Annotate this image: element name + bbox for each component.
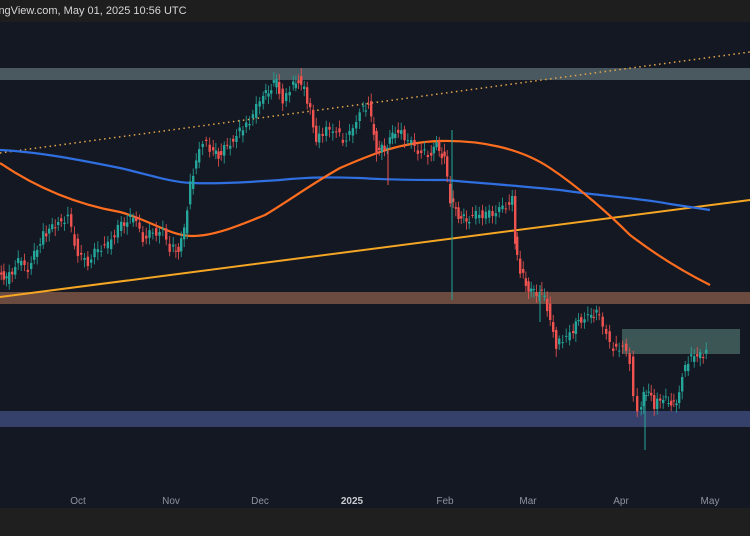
x-tick-dec: Dec [251, 496, 269, 507]
price-chart[interactable]: Oct Nov Dec 2025 Feb Mar Apr May [0, 22, 750, 508]
zone-supply [622, 329, 740, 354]
x-tick-mar: Mar [519, 496, 537, 507]
fast-moving-average [0, 139, 711, 286]
footer-bar [0, 508, 750, 536]
dotted-trendline [0, 51, 750, 154]
x-tick-nov: Nov [162, 496, 180, 507]
x-tick-2025: 2025 [341, 496, 364, 507]
slow-moving-average [0, 148, 711, 212]
candlesticks [0, 68, 708, 450]
ascending-trendline [0, 199, 750, 298]
x-tick-may: May [701, 496, 720, 507]
zone-mid-support [0, 292, 750, 304]
x-axis: Oct Nov Dec 2025 Feb Mar Apr May [70, 496, 719, 507]
zone-upper-resistance [0, 68, 750, 80]
x-tick-oct: Oct [70, 496, 86, 507]
x-tick-apr: Apr [613, 496, 629, 507]
chart-header: ingView.com, May 01, 2025 10:56 UTC [0, 0, 750, 22]
x-tick-feb: Feb [436, 496, 454, 507]
watermark-text: ingView.com, May 01, 2025 10:56 UTC [0, 5, 187, 17]
chart-canvas: Oct Nov Dec 2025 Feb Mar Apr May [0, 51, 750, 507]
zone-lower-support [0, 411, 750, 427]
